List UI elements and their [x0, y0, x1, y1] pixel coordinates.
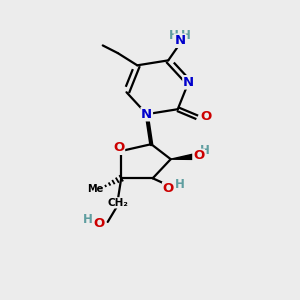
Text: H: H	[169, 29, 178, 42]
Text: H: H	[175, 178, 185, 191]
Text: N: N	[174, 34, 185, 47]
Text: O: O	[201, 110, 212, 123]
Text: N: N	[183, 76, 194, 89]
Text: O: O	[163, 182, 174, 195]
Text: -: -	[90, 217, 95, 230]
Text: H: H	[181, 29, 191, 42]
Polygon shape	[171, 154, 196, 159]
Text: H: H	[200, 144, 209, 157]
Text: Me: Me	[87, 184, 103, 194]
Text: H: H	[83, 213, 93, 226]
Text: N: N	[141, 108, 152, 121]
Text: O: O	[193, 149, 204, 162]
Text: -: -	[171, 178, 176, 191]
Text: O: O	[93, 217, 104, 230]
Text: CH₂: CH₂	[108, 198, 129, 208]
Text: O: O	[113, 141, 124, 154]
